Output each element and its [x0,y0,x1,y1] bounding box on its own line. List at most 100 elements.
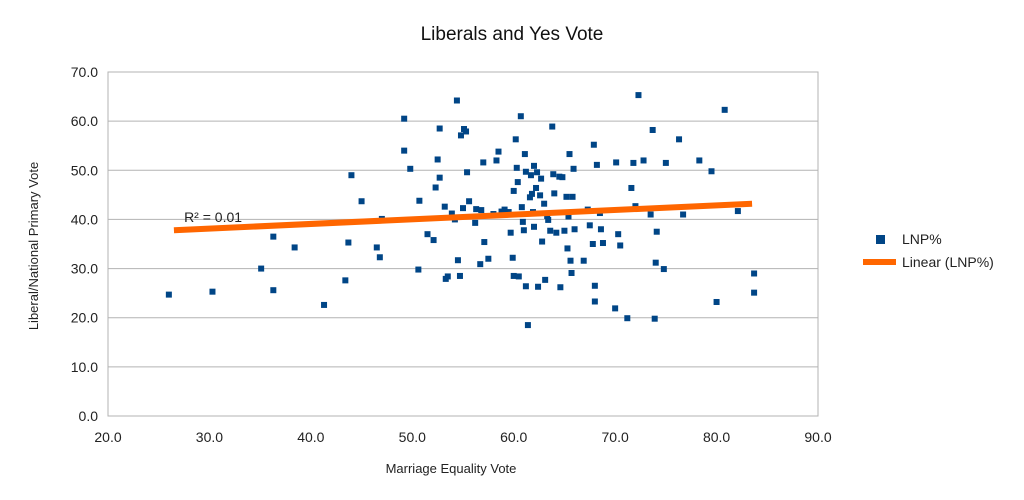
data-point [567,257,574,264]
data-point [542,276,549,283]
data-point [464,169,471,176]
data-point [520,227,527,234]
data-point [460,205,466,212]
data-point [721,106,728,113]
data-point [481,239,488,246]
data-point [291,244,298,251]
data-point [480,159,487,166]
trendline [173,200,753,234]
data-point [345,239,352,246]
data-point [436,174,443,181]
y-tick-label: 20.0 [71,310,98,326]
x-tick-label: 20.0 [94,429,121,445]
data-point [526,194,533,201]
data-point [430,237,437,244]
data-point [547,227,554,234]
data-point [432,184,439,191]
data-point [569,193,576,200]
x-tick-label: 80.0 [703,429,730,445]
data-point [647,211,654,218]
data-point [448,210,455,217]
data-point [652,259,659,266]
data-point [441,203,448,210]
data-point [589,241,596,247]
data-point [528,190,535,197]
data-point [321,301,328,308]
y-tick-label: 70.0 [71,64,98,80]
data-point [407,165,414,172]
data-point [561,227,568,234]
data-point [751,270,758,277]
data-point [521,151,528,158]
x-axis-ticks: 20.0 30.0 40.0 50.0 60.0 70.0 80.0 90.0 [94,429,831,445]
data-point [545,216,552,223]
legend-label-lnp: LNP% [902,231,942,247]
data-point [270,233,277,240]
data-point [557,284,564,291]
data-points [165,92,758,329]
data-point [510,272,517,279]
data-point [466,198,473,205]
y-tick-label: 50.0 [71,162,98,178]
data-point [513,164,520,171]
data-point [660,266,667,273]
x-tick-label: 40.0 [297,429,324,445]
data-point [436,125,443,132]
data-point [541,200,548,207]
data-point [535,283,542,290]
y-axis-ticks: 0.0 10.0 20.0 30.0 40.0 50.0 60.0 70.0 [71,64,98,424]
data-point [373,244,380,251]
x-tick-label: 90.0 [804,429,831,445]
data-point [556,173,563,180]
data-point [651,315,658,322]
data-point [539,238,546,245]
data-point [424,231,431,238]
data-point [478,207,485,214]
data-point [696,157,703,164]
data-point [586,222,593,229]
data-point [591,282,598,289]
data-point [522,283,529,290]
data-point [635,92,642,99]
data-point [517,113,524,120]
data-point [348,172,355,179]
data-point [258,265,265,272]
data-point [570,165,577,172]
data-point [473,206,480,213]
data-point [553,229,560,236]
data-point [209,288,216,295]
y-tick-label: 10.0 [71,359,98,375]
data-point [165,291,172,298]
data-point [401,147,408,154]
data-point [751,289,758,296]
plot-area [107,71,819,417]
data-point [519,218,526,225]
x-axis-label: Marriage Equality Vote [386,461,517,476]
data-point [559,174,566,181]
y-axis-label: Liberal/National Primary Vote [26,162,41,330]
data-point [531,162,537,169]
x-tick-label: 70.0 [602,429,629,445]
data-point [463,128,470,135]
data-point [493,157,500,164]
data-point [713,298,720,305]
data-point [549,123,556,130]
legend-marker-lnp [876,235,885,244]
data-point [566,151,573,158]
legend-label-trendline: Linear (LNP%) [902,254,994,270]
data-point [628,184,635,191]
data-point [662,159,669,166]
data-point [563,193,570,200]
x-tick-label: 60.0 [500,429,527,445]
data-point [472,219,479,226]
data-point [514,179,521,186]
data-point [649,126,656,133]
data-point [477,261,484,268]
y-tick-label: 30.0 [71,261,98,277]
data-point [533,184,540,191]
y-tick-label: 40.0 [71,211,98,227]
data-point [522,168,529,175]
data-point [537,192,544,199]
data-point [593,161,600,168]
